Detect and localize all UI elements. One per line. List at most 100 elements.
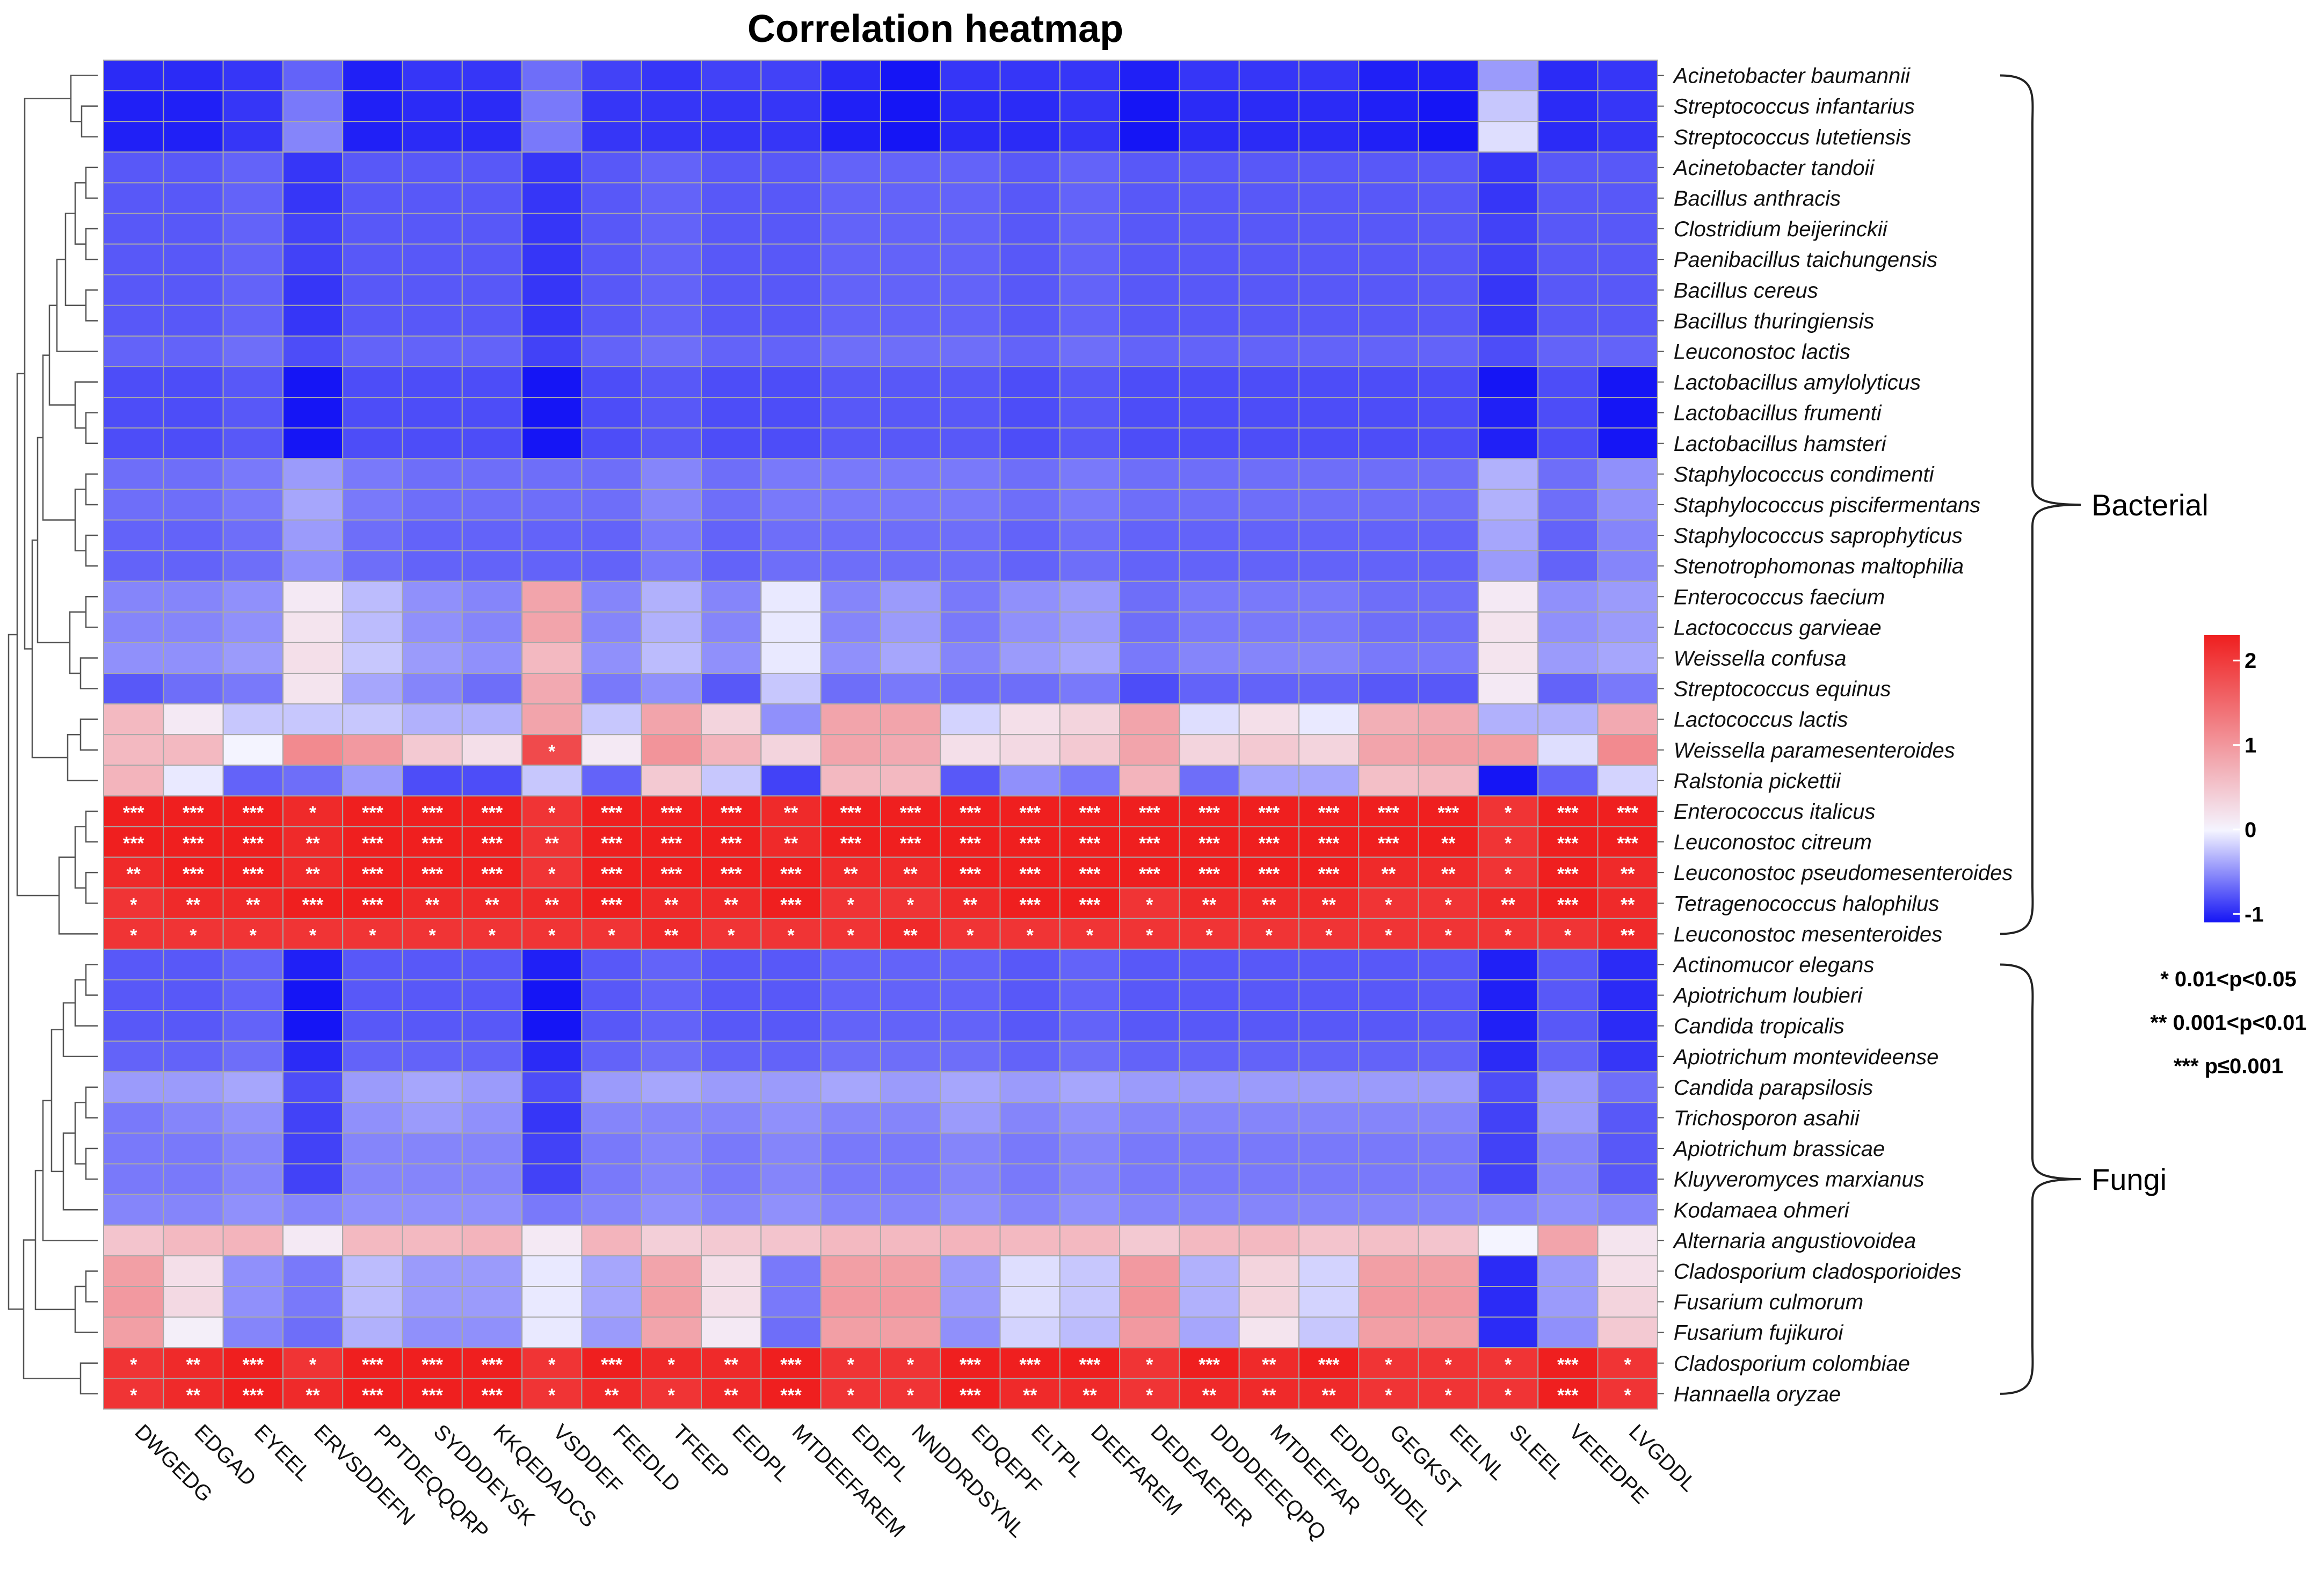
significance-marker: * bbox=[728, 925, 735, 945]
significance-marker: * bbox=[1325, 925, 1333, 945]
heatmap-cell bbox=[222, 1317, 284, 1349]
heatmap-cell bbox=[999, 1224, 1061, 1256]
heatmap-cell bbox=[581, 1132, 642, 1165]
heatmap-cell bbox=[1477, 734, 1539, 766]
significance-marker: *** bbox=[482, 833, 503, 854]
heatmap-cell bbox=[641, 642, 702, 674]
heatmap-cell bbox=[163, 765, 224, 797]
heatmap-cell bbox=[1418, 90, 1479, 122]
heatmap-cell bbox=[461, 1286, 523, 1318]
significance-marker: ** bbox=[186, 894, 201, 915]
heatmap-cell bbox=[1119, 274, 1180, 306]
heatmap-cell bbox=[999, 795, 1061, 827]
heatmap-cell bbox=[342, 274, 403, 306]
significance-marker: *** bbox=[362, 864, 383, 884]
heatmap-cell bbox=[521, 60, 583, 92]
heatmap-cell bbox=[1477, 489, 1539, 521]
heatmap-cell bbox=[581, 151, 642, 184]
heatmap-cell bbox=[1597, 703, 1658, 736]
heatmap-cell bbox=[760, 734, 822, 766]
heatmap-cell bbox=[282, 948, 344, 981]
heatmap-cell bbox=[103, 304, 164, 337]
heatmap-cell bbox=[701, 427, 762, 460]
heatmap-cell bbox=[1119, 673, 1180, 705]
heatmap-cell bbox=[1358, 1286, 1419, 1318]
heatmap-cell bbox=[760, 1041, 822, 1073]
heatmap-cell bbox=[760, 213, 822, 245]
heatmap-cell bbox=[163, 611, 224, 643]
heatmap-cell bbox=[1179, 1347, 1240, 1379]
heatmap-cell bbox=[880, 611, 941, 643]
heatmap-cell bbox=[641, 366, 702, 398]
heatmap-cell bbox=[461, 243, 523, 275]
heatmap-cell bbox=[163, 366, 224, 398]
heatmap-cell bbox=[999, 121, 1061, 153]
significance-marker: ** bbox=[1501, 894, 1515, 915]
heatmap-cell bbox=[820, 673, 881, 705]
heatmap-cell bbox=[940, 151, 1001, 184]
heatmap-cell bbox=[581, 1347, 642, 1379]
heatmap-cell bbox=[581, 948, 642, 981]
heatmap-cell bbox=[282, 90, 344, 122]
heatmap-cell bbox=[282, 918, 344, 950]
heatmap-cell bbox=[1537, 60, 1599, 92]
heatmap-cell bbox=[521, 1010, 583, 1042]
heatmap-cell bbox=[103, 213, 164, 245]
heatmap-cell bbox=[701, 489, 762, 521]
heatmap-cell bbox=[1119, 489, 1180, 521]
heatmap-cell bbox=[1537, 90, 1599, 122]
heatmap-cell bbox=[103, 765, 164, 797]
heatmap-cell bbox=[1418, 1102, 1479, 1134]
heatmap-cell bbox=[1358, 979, 1419, 1012]
heatmap-cell bbox=[103, 458, 164, 490]
heatmap-cell bbox=[402, 151, 463, 184]
heatmap-cell bbox=[222, 580, 284, 613]
heatmap-cell bbox=[222, 182, 284, 214]
heatmap-cell bbox=[282, 519, 344, 551]
row-label: Cladosporium colombiae bbox=[1674, 1352, 1910, 1376]
heatmap-cell bbox=[641, 1194, 702, 1226]
heatmap-cell bbox=[103, 121, 164, 153]
heatmap-cell bbox=[461, 519, 523, 551]
heatmap-cell bbox=[1418, 795, 1479, 827]
heatmap-cell bbox=[1477, 765, 1539, 797]
heatmap-cell bbox=[1179, 1102, 1240, 1134]
heatmap-cell bbox=[880, 151, 941, 184]
heatmap-cell bbox=[940, 519, 1001, 551]
heatmap-cell bbox=[1418, 1286, 1479, 1318]
heatmap-cell bbox=[1597, 427, 1658, 460]
heatmap-cell bbox=[521, 1286, 583, 1318]
heatmap-cell bbox=[701, 1286, 762, 1318]
heatmap-cell bbox=[760, 304, 822, 337]
heatmap-cell bbox=[641, 979, 702, 1012]
significance-marker: ** bbox=[903, 864, 918, 884]
heatmap-cell bbox=[1418, 274, 1479, 306]
heatmap-cell bbox=[581, 673, 642, 705]
heatmap-cell bbox=[940, 458, 1001, 490]
heatmap-cell bbox=[222, 274, 284, 306]
heatmap-cell bbox=[999, 519, 1061, 551]
heatmap-cell bbox=[1537, 1071, 1599, 1103]
heatmap-cell bbox=[760, 948, 822, 981]
heatmap-cell bbox=[1119, 213, 1180, 245]
heatmap-cell bbox=[342, 519, 403, 551]
significance-marker: *** bbox=[1079, 803, 1101, 823]
heatmap-cell bbox=[641, 90, 702, 122]
heatmap-cell bbox=[521, 151, 583, 184]
heatmap-cell bbox=[521, 580, 583, 613]
heatmap-cell bbox=[701, 243, 762, 275]
significance-marker: ** bbox=[545, 833, 560, 854]
heatmap-cell bbox=[402, 304, 463, 337]
heatmap-cell bbox=[222, 458, 284, 490]
heatmap-cell bbox=[1358, 765, 1419, 797]
heatmap-cell bbox=[1119, 1255, 1180, 1287]
heatmap-cell bbox=[282, 489, 344, 521]
heatmap-cell bbox=[342, 611, 403, 643]
heatmap-cell bbox=[163, 1194, 224, 1226]
heatmap-cell bbox=[880, 182, 941, 214]
significance-marker: * bbox=[1445, 1385, 1452, 1406]
heatmap-cell bbox=[342, 213, 403, 245]
heatmap-cell bbox=[461, 427, 523, 460]
heatmap-cell bbox=[940, 673, 1001, 705]
heatmap-cell bbox=[940, 734, 1001, 766]
